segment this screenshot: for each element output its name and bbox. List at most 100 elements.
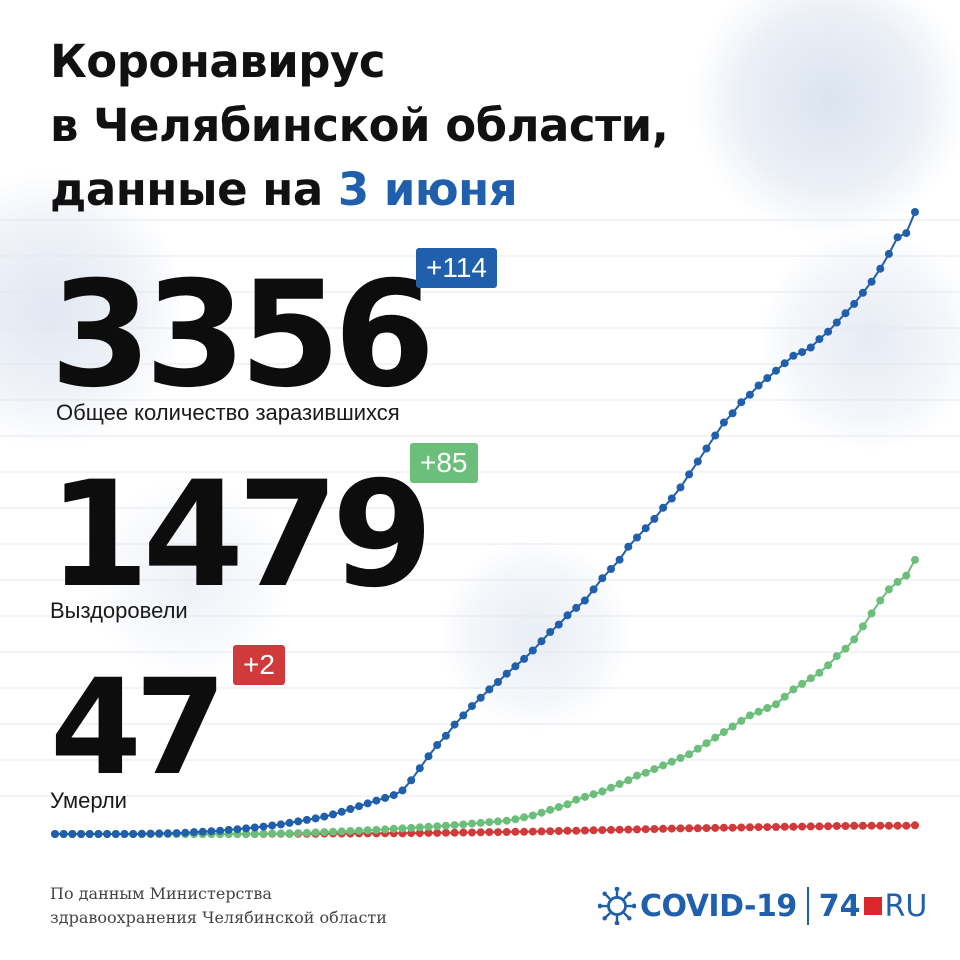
data-point-deaths [433,828,442,837]
chart-series [51,208,919,838]
data-point-recovered [832,652,841,661]
data-point-deaths [650,825,659,833]
data-point-deaths [476,828,485,837]
deaths-label: Умерли [50,788,127,813]
data-point-recovered [329,827,337,836]
data-point-infected [563,611,572,620]
data-point-infected [858,288,867,297]
data-point-recovered [450,821,459,830]
page-title: Коронавирус в Челябинской области, данны… [50,30,669,222]
data-point-recovered [250,830,259,838]
data-point-deaths [911,821,919,830]
data-point-recovered [650,765,659,774]
data-point-recovered [615,780,624,788]
data-point-deaths [711,823,720,832]
data-point-deaths [415,829,424,838]
data-point-infected [320,812,329,821]
data-point-infected [137,829,146,838]
data-point-deaths [745,823,754,832]
data-point-recovered [441,821,450,830]
data-point-infected [511,662,520,671]
data-point-recovered [572,795,581,804]
data-point-infected [893,233,902,242]
recovered-label: Выздоровели [50,598,188,623]
title-line-2: в Челябинской области, [50,99,669,152]
deaths-count: 47 [50,651,227,805]
data-point-infected [876,264,885,273]
series-line-infected [55,211,916,835]
data-point-recovered [502,816,511,825]
data-point-infected [415,764,424,773]
data-point-recovered [641,768,650,777]
brand-red-square [863,897,882,915]
data-point-infected [841,309,850,318]
data-point-recovered [320,828,329,837]
data-point-infected [355,802,363,811]
data-point-deaths [806,822,815,831]
data-point-recovered [876,596,885,605]
data-point-recovered [693,744,702,753]
data-point-infected [641,524,650,533]
data-point-deaths [737,823,746,832]
data-point-recovered [363,826,372,835]
data-point-recovered [537,808,546,817]
data-point-recovered [780,692,789,701]
data-point-infected [728,409,737,418]
data-point-deaths [685,824,694,833]
data-point-infected [702,444,711,453]
data-point-infected [233,825,242,834]
data-point-infected [268,821,277,830]
infected-label: Общее количество заразившихся [56,400,400,425]
data-point-infected [207,827,216,836]
data-point-recovered [311,828,320,837]
data-point-infected [242,824,251,833]
data-point-deaths [780,822,789,831]
data-point-infected [468,702,476,711]
data-point-deaths [702,824,711,833]
data-point-infected [607,565,615,573]
data-point-recovered [711,733,720,742]
data-point-infected [155,829,164,838]
data-point-infected [433,741,442,749]
data-point-infected [224,825,233,834]
data-point-recovered [737,716,746,725]
data-point-infected [85,830,94,838]
data-point-infected [372,796,381,805]
data-point-infected [172,829,181,838]
data-point-infected [494,678,502,686]
data-point-infected [450,720,459,729]
data-point-deaths [763,823,772,832]
data-point-recovered [433,822,442,831]
series-infected [51,208,919,838]
data-point-deaths [850,821,859,830]
data-point-infected [719,418,728,427]
title-date: 3 июня [337,163,518,216]
data-point-recovered [494,817,502,826]
data-point-recovered [858,622,867,631]
data-point-recovered [302,828,311,837]
data-point-recovered [589,790,598,799]
data-point-recovered [520,813,529,822]
data-point-infected [528,646,537,655]
data-point-infected [763,374,772,383]
data-point-infected [398,786,407,795]
data-point-infected [59,830,68,838]
data-source-note: По данным Министерства здравоохранения Ч… [50,882,387,930]
data-point-deaths [546,827,555,836]
data-point-deaths [815,822,824,831]
data-point-infected [120,830,129,838]
data-point-infected [363,799,372,808]
data-point-recovered [259,829,268,838]
data-point-recovered [424,822,433,831]
data-point-infected [537,637,546,646]
data-point-recovered [598,787,607,796]
data-point-recovered [702,739,711,748]
data-point-infected [798,348,807,357]
data-point-infected [598,574,607,583]
data-point-infected [294,817,303,826]
source-line-1: По данным Министерства [50,884,272,903]
data-point-infected [615,555,624,564]
data-point-infected [190,828,198,837]
data-point-deaths [580,826,589,835]
data-point-deaths [893,821,902,830]
